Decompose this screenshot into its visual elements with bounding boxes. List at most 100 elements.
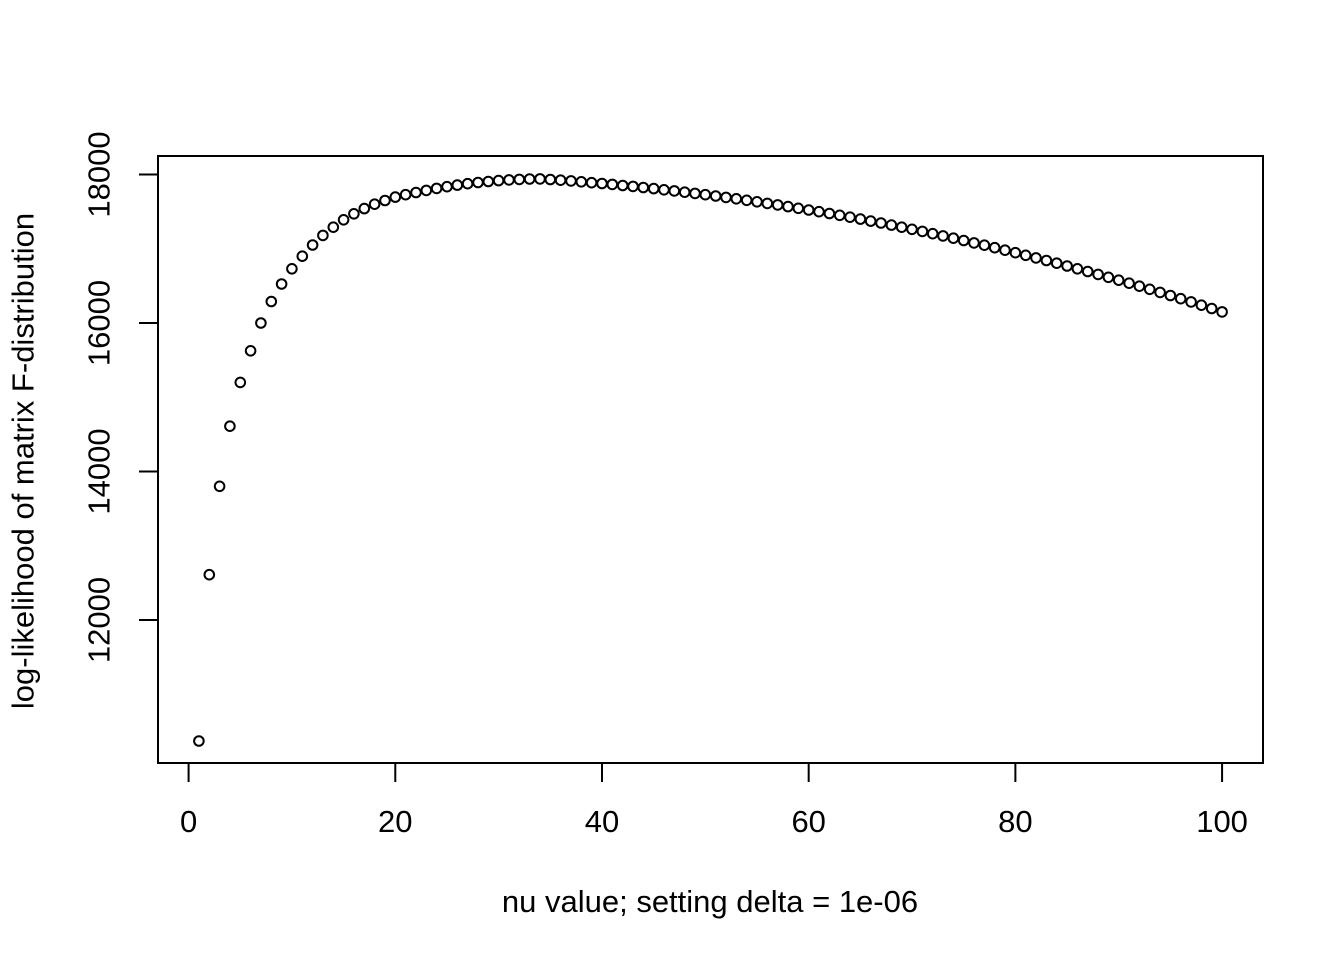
data-point xyxy=(327,221,340,233)
data-point xyxy=(1102,271,1115,284)
data-point xyxy=(379,194,391,207)
data-point xyxy=(668,185,681,197)
data-point xyxy=(658,184,670,196)
data-point xyxy=(1040,254,1053,267)
data-point xyxy=(1185,296,1197,308)
x-axis-title: nu value; setting delta = 1e-06 xyxy=(502,884,918,919)
data-point xyxy=(1030,252,1042,264)
data-point xyxy=(306,239,319,251)
data-point xyxy=(1071,263,1084,275)
data-point xyxy=(441,180,453,193)
data-point xyxy=(565,175,577,187)
data-point xyxy=(988,241,1001,254)
data-point xyxy=(627,180,639,193)
x-tick-label: 40 xyxy=(585,804,619,839)
data-point xyxy=(606,178,619,191)
data-point xyxy=(875,217,887,229)
data-point xyxy=(1112,274,1125,287)
data-point xyxy=(213,480,226,493)
data-point xyxy=(782,200,794,213)
data-point xyxy=(844,211,856,223)
y-axis: 12000 14000 16000 18000 xyxy=(82,131,158,663)
data-point xyxy=(616,179,629,192)
data-point xyxy=(286,263,298,275)
data-point xyxy=(554,174,567,186)
data-point xyxy=(1164,289,1177,302)
data-point xyxy=(358,202,371,215)
data-point xyxy=(1195,299,1208,312)
data-point xyxy=(740,194,753,207)
data-point xyxy=(1050,257,1063,270)
data-point xyxy=(503,174,515,186)
data-point xyxy=(492,174,505,187)
data-point xyxy=(1081,265,1094,278)
data-point xyxy=(534,173,546,185)
data-point xyxy=(968,237,980,249)
data-point xyxy=(916,225,929,238)
data-point xyxy=(389,191,402,203)
data-point xyxy=(1009,246,1022,259)
data-point xyxy=(596,177,608,190)
x-tick-label: 80 xyxy=(998,804,1032,839)
data-point xyxy=(544,173,557,186)
x-tick-label: 0 xyxy=(180,804,197,839)
data-point xyxy=(1092,268,1104,281)
data-point xyxy=(689,187,701,200)
data-point xyxy=(482,175,495,188)
data-point xyxy=(430,182,443,195)
data-point xyxy=(410,186,422,199)
data-point xyxy=(1123,277,1135,290)
data-point xyxy=(1143,283,1156,296)
data-point xyxy=(368,198,381,210)
data-point xyxy=(1154,286,1166,299)
data-point xyxy=(978,239,991,251)
data-point xyxy=(647,182,660,195)
data-point xyxy=(203,568,216,581)
data-point xyxy=(937,230,949,242)
x-tick-label: 100 xyxy=(1196,804,1248,839)
data-point xyxy=(678,186,691,198)
x-tick-label: 60 xyxy=(791,804,825,839)
data-point xyxy=(513,173,526,186)
data-point xyxy=(193,735,205,747)
data-point xyxy=(585,176,598,189)
data-point xyxy=(1019,249,1032,262)
data-point xyxy=(337,214,350,226)
data-point xyxy=(1133,280,1146,293)
data-point xyxy=(730,193,743,205)
data-point xyxy=(792,202,805,215)
data-point xyxy=(234,376,247,389)
data-point xyxy=(885,219,898,231)
data-point xyxy=(1216,306,1228,318)
data-point xyxy=(802,204,815,216)
data-point xyxy=(224,420,236,433)
y-tick-label: 14000 xyxy=(82,428,117,514)
data-point xyxy=(244,345,257,357)
data-point xyxy=(813,205,825,218)
data-point xyxy=(1174,292,1187,305)
data-point xyxy=(317,229,329,242)
data-point xyxy=(823,207,836,220)
data-point xyxy=(523,173,536,185)
data-point xyxy=(833,209,846,222)
data-point xyxy=(761,197,774,210)
y-tick-label: 12000 xyxy=(82,577,117,663)
data-point xyxy=(999,244,1011,256)
data-point xyxy=(399,188,412,201)
data-point xyxy=(575,176,588,188)
data-point xyxy=(957,234,970,247)
data-point xyxy=(947,232,960,244)
data-point xyxy=(275,278,288,290)
data-point xyxy=(720,191,732,204)
data-point xyxy=(451,179,464,191)
data-point xyxy=(709,190,722,202)
data-point xyxy=(296,250,309,263)
data-point xyxy=(1061,260,1073,272)
y-tick-label: 18000 xyxy=(82,131,117,217)
data-point xyxy=(1205,302,1218,315)
data-point xyxy=(472,176,484,189)
data-point xyxy=(255,317,267,329)
data-points xyxy=(193,173,1228,747)
